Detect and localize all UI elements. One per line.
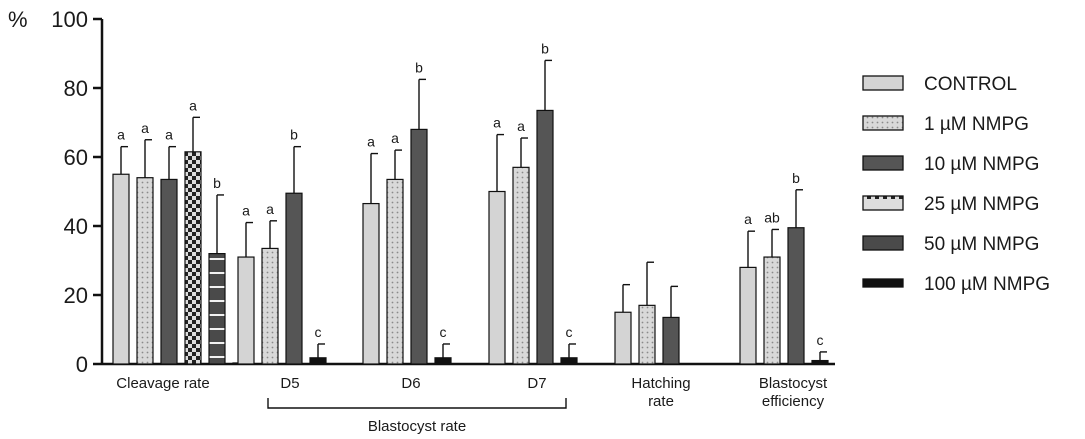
- group-bracket: [267, 398, 567, 409]
- bar: [362, 202, 380, 365]
- significance-label: a: [242, 203, 250, 219]
- y-tick-label: 100: [51, 7, 88, 32]
- legend-swatch: [862, 155, 904, 171]
- bar: [434, 357, 452, 365]
- bar: [309, 357, 327, 365]
- y-tick-label: 0: [76, 352, 88, 377]
- y-tick-label: 80: [64, 76, 88, 101]
- legend-swatch: [862, 235, 904, 251]
- y-tick-label: 40: [64, 214, 88, 239]
- significance-label: c: [440, 324, 447, 340]
- category-label: Cleavage rate: [116, 375, 209, 392]
- bar: [614, 311, 632, 365]
- category-label: Blastocyst: [759, 375, 828, 392]
- bar: [536, 109, 554, 365]
- bar: [739, 266, 757, 365]
- bar: [136, 177, 154, 365]
- bar: [662, 316, 680, 365]
- category-label: rate: [648, 393, 674, 410]
- y-tick-label: 60: [64, 145, 88, 170]
- legend-swatch: [862, 115, 904, 131]
- legend-swatch: [862, 195, 904, 211]
- bar: [285, 192, 303, 365]
- significance-label: b: [290, 127, 298, 143]
- category-label: Hatching: [631, 375, 690, 392]
- bar: [638, 304, 656, 365]
- bar: [560, 357, 578, 365]
- bar: [763, 256, 781, 365]
- bar: [811, 359, 829, 365]
- significance-label: ab: [764, 209, 780, 225]
- significance-label: a: [266, 201, 274, 217]
- category-label: D5: [280, 375, 299, 392]
- significance-label: c: [817, 332, 824, 348]
- bar: [261, 247, 279, 365]
- category-label: D7: [527, 375, 546, 392]
- legend-label: 10 µM NMPG: [924, 154, 1039, 175]
- significance-label: a: [189, 97, 197, 113]
- significance-label: b: [792, 170, 800, 186]
- legend: CONTROL 1 µM NMPG 10 µM NMPG 25 µM NMPG 50 µ…: [862, 74, 1050, 295]
- significance-label: a: [367, 134, 375, 150]
- legend-label: CONTROL: [924, 74, 1017, 95]
- significance-label: c: [315, 324, 322, 340]
- legend-swatch: [862, 75, 904, 91]
- significance-label: b: [541, 40, 549, 56]
- legend-swatch: [862, 278, 904, 288]
- category-label: efficiency: [762, 393, 825, 410]
- legend-label: 25 µM NMPG: [924, 194, 1039, 215]
- bar: [787, 227, 805, 365]
- significance-label: b: [213, 175, 221, 191]
- bar: [237, 256, 255, 365]
- bar: [160, 178, 178, 365]
- legend-label: 50 µM NMPG: [924, 234, 1039, 255]
- group-label: Blastocyst rate: [368, 418, 466, 435]
- y-axis-label: %: [8, 7, 28, 32]
- y-tick-label: 20: [64, 283, 88, 308]
- bar: [386, 178, 404, 365]
- significance-label: a: [493, 115, 501, 131]
- significance-label: c: [566, 324, 573, 340]
- bar: [488, 190, 506, 365]
- category-label: D6: [401, 375, 420, 392]
- significance-label: a: [141, 120, 149, 136]
- bar: [512, 166, 530, 365]
- significance-label: a: [117, 127, 125, 143]
- bar: [112, 173, 130, 365]
- significance-label: a: [517, 118, 525, 134]
- legend-label: 100 µM NMPG: [924, 274, 1050, 295]
- bar: [184, 151, 202, 365]
- significance-label: a: [165, 127, 173, 143]
- legend-label: 1 µM NMPG: [924, 114, 1029, 135]
- bar-marks: aaaabcaabcaabcaabcaabbc: [112, 40, 829, 365]
- significance-label: b: [415, 59, 423, 75]
- bar: [208, 253, 226, 365]
- significance-label: a: [391, 130, 399, 146]
- bar: [410, 128, 428, 365]
- significance-label: a: [744, 211, 752, 227]
